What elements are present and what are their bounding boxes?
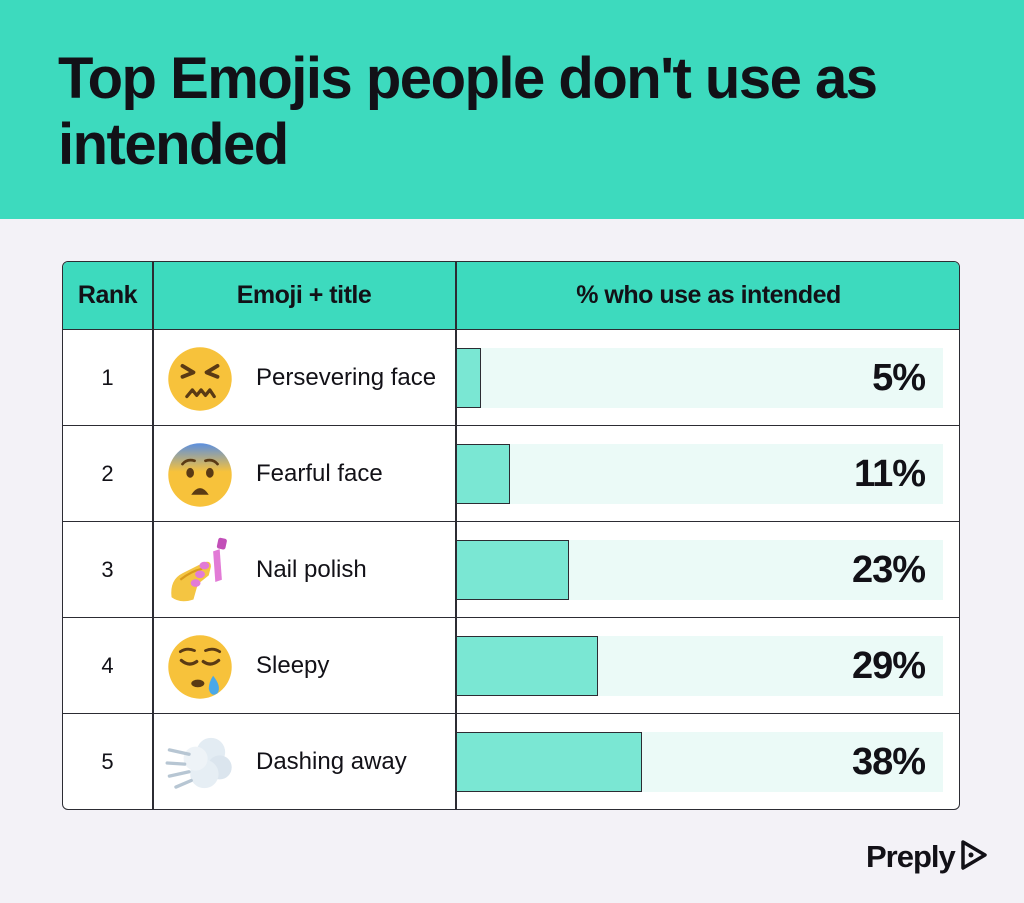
column-divider (152, 262, 154, 809)
bar (457, 636, 598, 696)
brand-name: Preply (866, 839, 956, 874)
rank-value: 4 (101, 653, 114, 678)
sleepy-face-icon (165, 632, 235, 702)
persevering-face-icon (165, 344, 235, 414)
bar-track (457, 732, 943, 792)
table-row: 5 Dashing away 38% (63, 714, 959, 809)
bar-track (457, 444, 943, 504)
data-label: 11% (854, 453, 926, 495)
header-banner: Top Emojis people don't use as intended (0, 0, 1024, 219)
fearful-face-icon (165, 440, 235, 510)
bar-track (457, 540, 943, 600)
table-row: 1 Persevering face 5% (63, 330, 959, 426)
column-divider (455, 262, 457, 809)
bar (457, 732, 642, 792)
table-row: 3 Nail polish 23% (63, 522, 959, 618)
bar-track (457, 348, 943, 408)
rank-value: 5 (101, 749, 114, 774)
page-title: Top Emojis people don't use as intended (58, 46, 878, 177)
data-label: 23% (851, 549, 926, 591)
rank-value: 3 (101, 557, 114, 582)
emoji-title: Sleepy (256, 652, 330, 679)
data-label: 29% (851, 645, 926, 687)
bar (457, 348, 481, 408)
preply-logo-icon (959, 838, 989, 877)
bar (457, 540, 569, 600)
emoji-title: Fearful face (256, 460, 383, 487)
column-header-rank: Rank (77, 281, 138, 309)
emoji-title: Nail polish (256, 556, 367, 583)
ranking-table: Rank Emoji + title % who use as intended… (62, 261, 960, 810)
nail-polish-icon (165, 536, 235, 606)
column-header-percent: % who use as intended (576, 281, 841, 309)
emoji-title: Dashing away (256, 748, 407, 775)
bar (457, 444, 510, 504)
brand-logo: Preply (866, 837, 989, 877)
bar-track (457, 636, 943, 696)
emoji-title: Persevering face (256, 364, 437, 391)
dashing-away-icon (165, 728, 235, 798)
rank-value: 2 (101, 461, 114, 486)
table-row: 4 Sleepy 29% (63, 618, 959, 714)
data-label: 5% (872, 357, 926, 399)
data-label: 38% (851, 741, 926, 783)
rank-value: 1 (101, 365, 114, 390)
column-header-emoji-title: Emoji + title (236, 281, 372, 309)
table-header: Rank Emoji + title % who use as intended (63, 262, 959, 330)
table-row: 2 Fearful face 11% (63, 426, 959, 522)
